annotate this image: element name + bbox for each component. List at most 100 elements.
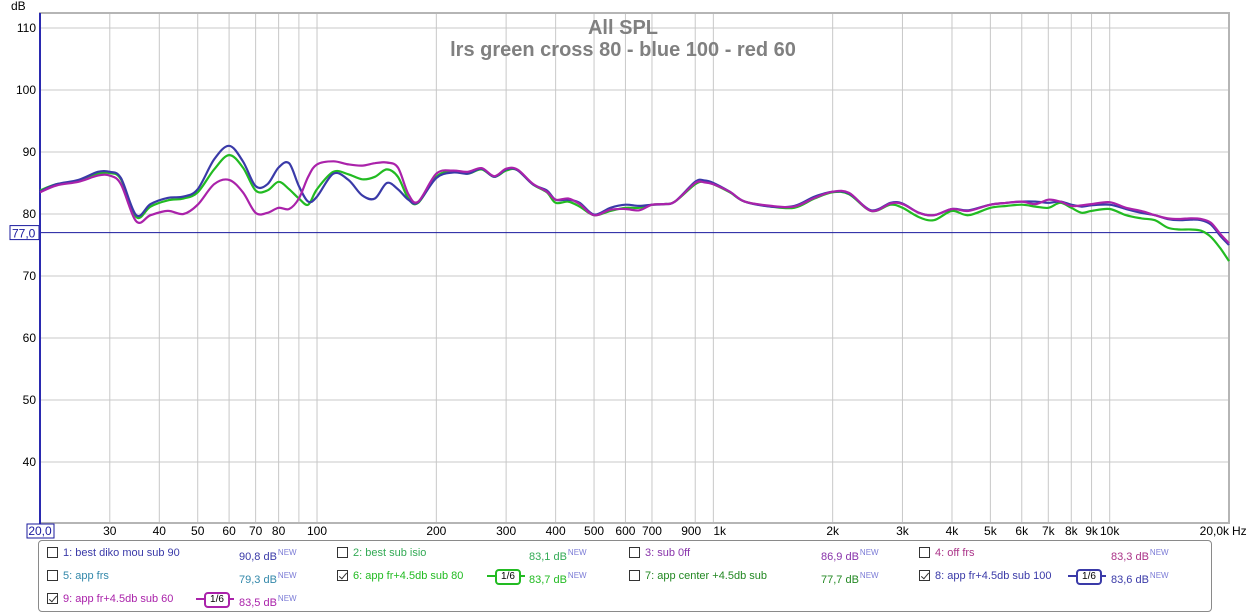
legend-value: 83,7 dBNEW bbox=[529, 567, 587, 589]
new-tag: NEW bbox=[277, 571, 297, 580]
legend-item[interactable]: 1: best diko mou sub 90 90,8 dBNEW bbox=[47, 544, 334, 563]
y-tick-label: 70 bbox=[23, 269, 37, 283]
new-tag: NEW bbox=[1149, 571, 1169, 580]
legend-item[interactable]: 9: app fr+4.5db sub 60 1/6 83,5 dBNEW bbox=[47, 590, 334, 609]
legend-value-text: 83,5 dB bbox=[239, 597, 277, 609]
legend-value-text: 83,7 dB bbox=[529, 574, 567, 586]
x-tick-label: 1k bbox=[713, 524, 727, 538]
legend-item[interactable]: 5: app frs 79,3 dBNEW bbox=[47, 567, 334, 586]
y-tick-label: 50 bbox=[23, 393, 37, 407]
legend-item[interactable]: 7: app center +4.5db sub 77,7 dBNEW bbox=[629, 567, 916, 586]
y-tick-label: 100 bbox=[16, 83, 36, 97]
x-start-label: 20,0 bbox=[28, 524, 52, 538]
smoothing-label: 1/6 bbox=[495, 569, 521, 585]
smoothing-badge[interactable]: 1/6 bbox=[196, 592, 234, 608]
legend-label: 5: app frs bbox=[63, 570, 109, 582]
legend-value-text: 79,3 dB bbox=[239, 574, 277, 586]
series-line bbox=[39, 144, 1230, 246]
legend-label: 7: app center +4.5db sub bbox=[645, 570, 768, 582]
smoothing-badge[interactable]: 1/6 bbox=[1068, 569, 1106, 585]
x-tick-label: 4k bbox=[946, 524, 960, 538]
legend-checkbox[interactable] bbox=[629, 570, 640, 581]
x-tick-label: 700 bbox=[642, 524, 662, 538]
smoothing-badge[interactable]: 1/6 bbox=[487, 569, 525, 585]
legend-label: 6: app fr+4.5db sub 80 bbox=[353, 570, 464, 582]
legend-item[interactable]: 4: off frs 83,3 dBNEW bbox=[919, 544, 1206, 563]
legend-value: 90,8 dBNEW bbox=[239, 544, 297, 566]
x-tick-label: 300 bbox=[496, 524, 516, 538]
y-tick-label: 80 bbox=[23, 207, 37, 221]
legend-label: 8: app fr+4.5db sub 100 bbox=[935, 570, 1052, 582]
legend-label: 4: off frs bbox=[935, 547, 975, 559]
x-tick-label: 70 bbox=[249, 524, 263, 538]
x-tick-label: 6k bbox=[1015, 524, 1029, 538]
x-tick-label: 40 bbox=[153, 524, 167, 538]
reference-value-label: 77,0 bbox=[12, 227, 36, 241]
smoothing-label: 1/6 bbox=[204, 592, 230, 608]
smoothing-label: 1/6 bbox=[1076, 569, 1102, 585]
y-axis-ticks: 40 50 60 70 80 90 100 110 bbox=[16, 21, 36, 469]
x-tick-label: 7k bbox=[1042, 524, 1056, 538]
legend-checkbox[interactable] bbox=[919, 547, 930, 558]
legend-value: 83,5 dBNEW bbox=[239, 590, 297, 612]
x-tick-label: 600 bbox=[615, 524, 635, 538]
chart-title: All SPL bbox=[588, 17, 658, 39]
legend-item[interactable]: 2: best sub isio 83,1 dBNEW bbox=[337, 544, 624, 563]
x-tick-label: 50 bbox=[191, 524, 205, 538]
series-lines bbox=[39, 144, 1230, 262]
legend-value-text: 90,8 dB bbox=[239, 551, 277, 563]
legend-value: 83,1 dBNEW bbox=[529, 544, 587, 566]
y-axis-label: dB bbox=[11, 0, 26, 13]
y-tick-label: 60 bbox=[23, 331, 37, 345]
x-tick-label: 3k bbox=[896, 524, 910, 538]
legend-checkbox[interactable] bbox=[629, 547, 640, 558]
legend-item[interactable]: 8: app fr+4.5db sub 100 1/6 83,6 dBNEW bbox=[919, 567, 1206, 586]
legend-checkbox[interactable] bbox=[47, 547, 58, 558]
legend-label: 3: sub 0ff bbox=[645, 547, 691, 559]
new-tag: NEW bbox=[567, 571, 587, 580]
legend-panel: 1: best diko mou sub 90 90,8 dBNEW 2: best… bbox=[38, 540, 1212, 612]
new-tag: NEW bbox=[277, 548, 297, 557]
x-tick-label: 30 bbox=[103, 524, 117, 538]
x-tick-label: 9k bbox=[1085, 524, 1099, 538]
x-tick-label: 2k bbox=[826, 524, 840, 538]
legend-item[interactable]: 3: sub 0ff 86,9 dBNEW bbox=[629, 544, 916, 563]
legend-value-text: 83,6 dB bbox=[1111, 574, 1149, 586]
x-tick-label: 8k bbox=[1065, 524, 1079, 538]
spl-chart: 40 50 60 70 80 90 100 110 30 40 50 60 70 80 100 200 300… bbox=[9, 0, 1247, 539]
y-tick-label: 90 bbox=[23, 145, 37, 159]
legend-value: 86,9 dBNEW bbox=[821, 544, 879, 566]
legend-value-text: 77,7 dB bbox=[821, 574, 859, 586]
legend-value: 79,3 dBNEW bbox=[239, 567, 297, 589]
x-unit-label: Hz bbox=[1232, 524, 1247, 538]
legend-value-text: 86,9 dB bbox=[821, 551, 859, 563]
new-tag: NEW bbox=[277, 594, 297, 603]
y-tick-label: 40 bbox=[23, 455, 37, 469]
reference-line-group[interactable]: 77,0 bbox=[9, 225, 1229, 241]
new-tag: NEW bbox=[1149, 548, 1169, 557]
series-line bbox=[39, 160, 1230, 244]
x-axis-ticks: 30 40 50 60 70 80 100 200 300 400 500 600 700 900 1k 2k… bbox=[103, 524, 1120, 538]
x-tick-label: 5k bbox=[984, 524, 998, 538]
legend-label: 2: best sub isio bbox=[353, 547, 427, 559]
x-start-box[interactable] bbox=[26, 523, 55, 539]
legend-checkbox[interactable] bbox=[47, 593, 58, 604]
x-tick-label: 80 bbox=[272, 524, 286, 538]
legend-checkbox[interactable] bbox=[47, 570, 58, 581]
legend-label: 1: best diko mou sub 90 bbox=[63, 547, 180, 559]
x-tick-label: 200 bbox=[426, 524, 446, 538]
legend-item[interactable]: 6: app fr+4.5db sub 80 1/6 83,7 dBNEW bbox=[337, 567, 624, 586]
x-tick-label: 60 bbox=[222, 524, 236, 538]
new-tag: NEW bbox=[859, 571, 879, 580]
legend-checkbox[interactable] bbox=[337, 570, 348, 581]
x-start-marker[interactable]: 20,0 bbox=[26, 523, 55, 539]
new-tag: NEW bbox=[859, 548, 879, 557]
x-tick-label: 400 bbox=[546, 524, 566, 538]
legend-checkbox[interactable] bbox=[337, 547, 348, 558]
x-tick-label: 100 bbox=[307, 524, 327, 538]
chart-subtitle: lrs green cross 80 - blue 100 - red 60 bbox=[450, 39, 796, 61]
legend-label: 9: app fr+4.5db sub 60 bbox=[63, 593, 174, 605]
legend-checkbox[interactable] bbox=[919, 570, 930, 581]
legend-value: 83,3 dBNEW bbox=[1111, 544, 1169, 566]
new-tag: NEW bbox=[567, 548, 587, 557]
